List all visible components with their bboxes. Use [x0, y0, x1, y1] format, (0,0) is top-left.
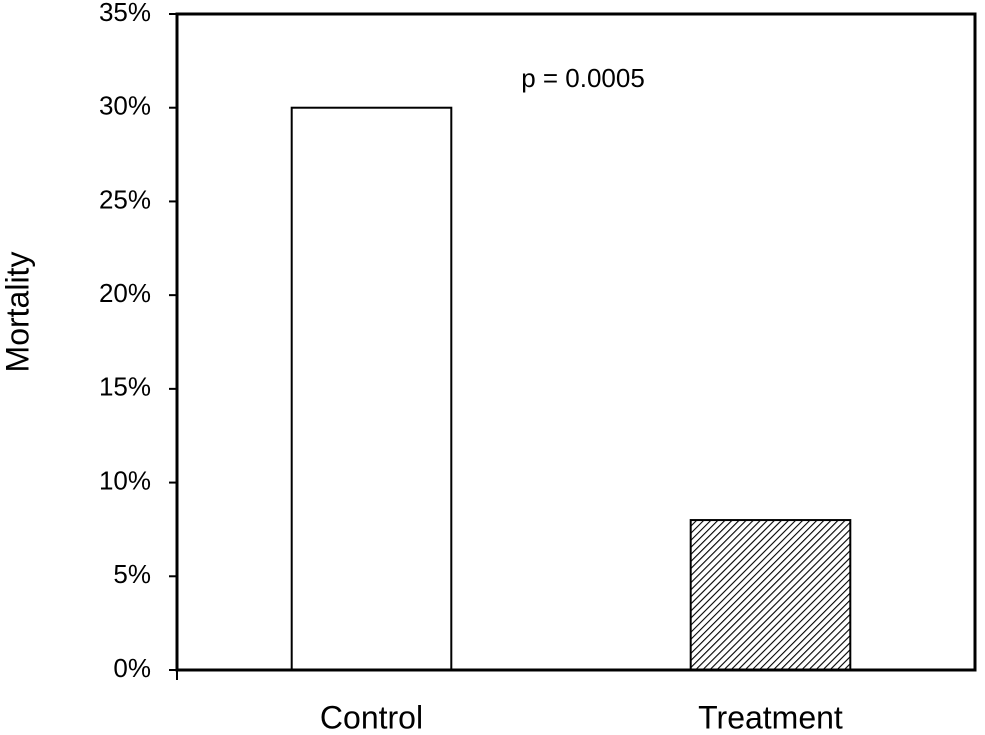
- y-tick-label: 10%: [99, 465, 151, 495]
- bar: [290, 106, 453, 671]
- x-tick-label: Treatment: [698, 699, 843, 735]
- bar: [689, 519, 852, 671]
- y-tick-label: 5%: [113, 559, 151, 589]
- y-tick-label: 0%: [113, 653, 151, 683]
- y-tick-label: 15%: [99, 372, 151, 402]
- y-tick-label: 35%: [99, 0, 151, 27]
- x-tick-label: Control: [320, 699, 423, 735]
- y-axis-label: Mortality: [0, 252, 35, 373]
- y-tick-label: 20%: [99, 278, 151, 308]
- y-tick-label: 25%: [99, 184, 151, 214]
- y-tick-label: 30%: [99, 91, 151, 121]
- annotation: p = 0.0005: [521, 63, 645, 93]
- plot-frame: [175, 12, 977, 672]
